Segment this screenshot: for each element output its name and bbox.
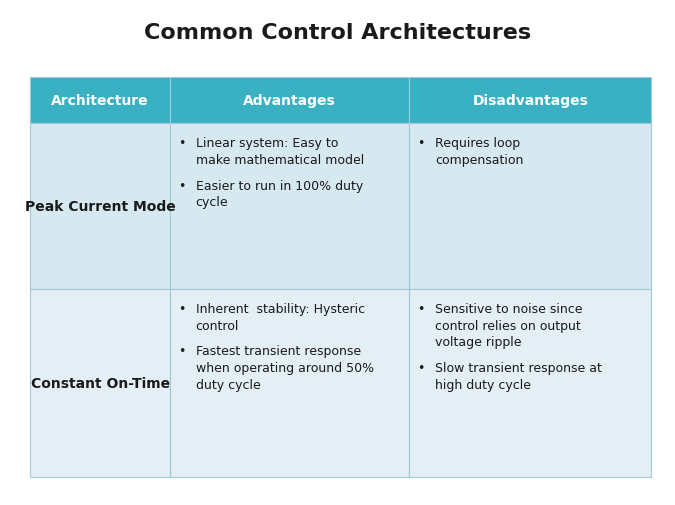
Bar [409,124,651,290]
Text: •: • [417,137,425,150]
Text: Slow transient response at: Slow transient response at [435,362,601,374]
Bar [30,78,170,124]
Text: Sensitive to noise since: Sensitive to noise since [435,302,583,315]
Text: Constant On-Time: Constant On-Time [30,377,170,390]
Text: when operating around 50%: when operating around 50% [196,362,374,374]
Text: Common Control Architectures: Common Control Architectures [144,23,531,43]
Text: Fastest transient response: Fastest transient response [196,345,361,358]
Text: Easier to run in 100% duty: Easier to run in 100% duty [196,179,363,192]
Bar [409,290,651,477]
Text: •: • [178,179,186,192]
Text: •: • [417,362,425,374]
Text: control: control [196,319,239,332]
Text: Linear system: Easy to: Linear system: Easy to [196,137,338,150]
Text: •: • [417,302,425,315]
Text: Advantages: Advantages [243,94,336,108]
Text: Architecture: Architecture [51,94,149,108]
Bar [170,290,409,477]
Bar [170,78,409,124]
Text: high duty cycle: high duty cycle [435,378,531,391]
Text: Inherent  stability: Hysteric: Inherent stability: Hysteric [196,302,365,315]
Bar [30,124,170,290]
Text: •: • [178,137,186,150]
Text: Disadvantages: Disadvantages [472,94,588,108]
Text: make mathematical model: make mathematical model [196,154,364,167]
Bar [170,124,409,290]
Bar [409,78,651,124]
Text: duty cycle: duty cycle [196,378,261,391]
Text: compensation: compensation [435,154,523,167]
Text: cycle: cycle [196,196,228,209]
Text: voltage ripple: voltage ripple [435,336,521,348]
Text: Requires loop: Requires loop [435,137,520,150]
Bar [30,290,170,477]
Text: control relies on output: control relies on output [435,319,580,332]
Text: Peak Current Mode: Peak Current Mode [25,200,176,214]
Text: •: • [178,302,186,315]
Text: •: • [178,345,186,358]
